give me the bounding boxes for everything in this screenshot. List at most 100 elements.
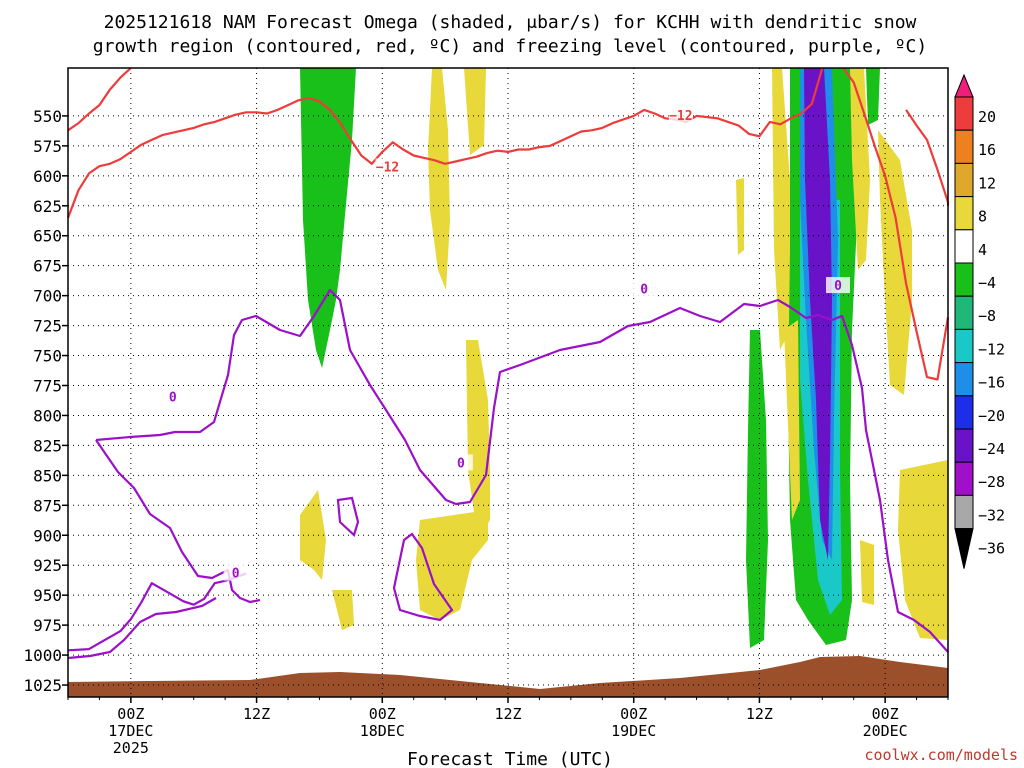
colorbar-label: 16: [978, 141, 996, 159]
omega-shade-yellow-6: [332, 590, 354, 630]
x-tick-label: 12Z: [746, 705, 773, 723]
omega-shade-yellow-13: [784, 320, 800, 520]
colorbar-label: −12: [978, 340, 1005, 358]
omega-shade-yellow-3: [466, 340, 490, 540]
freezing-level-contour-main: [95, 288, 949, 653]
y-tick-label: 800: [33, 406, 62, 425]
colorbar-bin: [954, 328, 974, 364]
freezing-level-label: 0: [232, 567, 240, 582]
omega-shade-green-4: [866, 68, 880, 125]
y-tick-label: 875: [33, 496, 62, 515]
x-tick-label: 17DEC: [108, 722, 153, 740]
freezing-level-contour-line: [67, 572, 247, 652]
grid-lines: [68, 68, 948, 697]
freezing-level-contour-lower: [67, 597, 217, 660]
y-tick-label: 775: [33, 376, 62, 395]
colorbar-label: −8: [978, 307, 996, 325]
x-tick-label: 2025: [113, 739, 149, 757]
dgz-contour-label: −12: [669, 109, 692, 124]
dgz-contour-line: [842, 67, 950, 381]
colorbar-bin: [954, 96, 974, 131]
x-tick-label: 20DEC: [863, 722, 908, 740]
y-tick-label: 975: [33, 616, 62, 635]
colorbar-label: 12: [978, 174, 996, 192]
y-tick-label: 900: [33, 526, 62, 545]
freezing-level-label: 0: [457, 456, 465, 471]
colorbar-bin: [954, 362, 974, 397]
dgz-contour-line: [66, 67, 824, 219]
colorbar-bin: [954, 395, 974, 430]
y-tick-label: 675: [33, 257, 62, 276]
colorbar-bin: [954, 428, 974, 463]
freezing-level-label-bg: [826, 277, 850, 294]
x-tick-label: 00Z: [369, 705, 396, 723]
freezing-level-label-bg: [160, 388, 185, 405]
y-tick-label: 850: [33, 466, 62, 485]
freezing-level-contour-loop: [336, 496, 360, 537]
dgz-contour-label-bg: [375, 158, 400, 175]
colorbar-label: 4: [978, 241, 987, 259]
colorbar-bin: [954, 129, 974, 164]
chart-title-line-1: 2025121618 NAM Forecast Omega (shaded, μ…: [104, 12, 917, 33]
y-tick-label: 650: [33, 227, 62, 246]
colorbar-label: 8: [978, 208, 987, 226]
colorbar-label: −28: [978, 473, 1005, 491]
colorbar-bin: [954, 196, 974, 231]
y-tick-label: 1025: [23, 676, 62, 695]
colorbar-bin: [954, 461, 974, 496]
colorbar-label: −32: [978, 506, 1005, 524]
omega-shade-green-2: [746, 330, 768, 648]
y-tick-label: 625: [33, 197, 62, 216]
chart-title-line-2: growth region (contoured, red, ºC) and f…: [93, 36, 927, 57]
freezing-level-label-bg: [448, 454, 473, 471]
x-tick-label: 00Z: [872, 705, 899, 723]
colorbar-bin: [954, 295, 974, 330]
freezing-level-label: 0: [169, 390, 177, 405]
x-tick-label: 12Z: [494, 705, 521, 723]
dgz-contour-label: −12: [376, 160, 399, 175]
x-tick-label: 19DEC: [611, 722, 656, 740]
y-tick-label: 825: [33, 436, 62, 455]
freezing-level-contour-loop-2: [392, 532, 454, 622]
colorbar-bin: [954, 229, 974, 264]
freezing-level-label-bg: [223, 564, 248, 581]
omega-shade-yellow-10: [878, 130, 912, 395]
plot-area: −12 −12 0 0 0 0 0: [66, 67, 950, 698]
x-tick-label: 00Z: [117, 705, 144, 723]
colorbar-label: 20: [978, 108, 996, 126]
colorbar: 20 16 12 8 4 −4 −8 −12 −16 −20 −24 −28 −32 −36: [954, 73, 1005, 569]
omega-shade-yellow-4: [416, 510, 488, 620]
y-tick-label: 750: [33, 347, 62, 366]
terrain-surface: [68, 656, 948, 697]
omega-shade-yellow-2: [464, 68, 486, 155]
x-axis-label: Forecast Time (UTC): [407, 749, 613, 768]
colorbar-bin: [954, 162, 974, 198]
y-tick-label: 550: [33, 107, 62, 126]
colorbar-top-arrow: [954, 73, 974, 98]
y-tick-label: 575: [33, 137, 62, 156]
freezing-level-label: 0: [834, 279, 842, 294]
y-tick-label: 600: [33, 167, 62, 186]
y-axis-ticks: 550 575 600 625 650 675 700 725 750 775 800 825 850 8…: [23, 107, 68, 695]
colorbar-label: −4: [978, 274, 996, 292]
omega-shade-green-1: [300, 68, 356, 368]
colorbar-label: −24: [978, 440, 1005, 458]
credit-text: coolwx.com/models: [864, 746, 1018, 764]
freezing-level-label-bg: [632, 280, 657, 297]
colorbar-label: −36: [978, 540, 1005, 558]
dgz-contour-label-bg: [668, 106, 693, 123]
omega-shade-yellow-8: [772, 68, 792, 350]
x-tick-label: 18DEC: [360, 722, 405, 740]
x-tick-label: 12Z: [243, 705, 270, 723]
y-tick-label: 950: [33, 586, 62, 605]
freezing-level-label: 0: [640, 283, 648, 298]
colorbar-bottom-arrow: [954, 528, 974, 569]
x-tick-label: 00Z: [620, 705, 647, 723]
omega-shade-yellow-11: [898, 460, 948, 640]
omega-shade-yellow-12: [860, 540, 874, 605]
y-tick-label: 925: [33, 556, 62, 575]
y-tick-label: 700: [33, 287, 62, 306]
contour-lines: −12 −12 0 0 0 0 0: [66, 67, 950, 660]
